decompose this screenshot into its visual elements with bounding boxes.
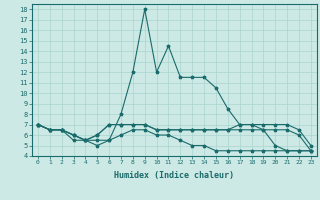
X-axis label: Humidex (Indice chaleur): Humidex (Indice chaleur) bbox=[115, 171, 234, 180]
